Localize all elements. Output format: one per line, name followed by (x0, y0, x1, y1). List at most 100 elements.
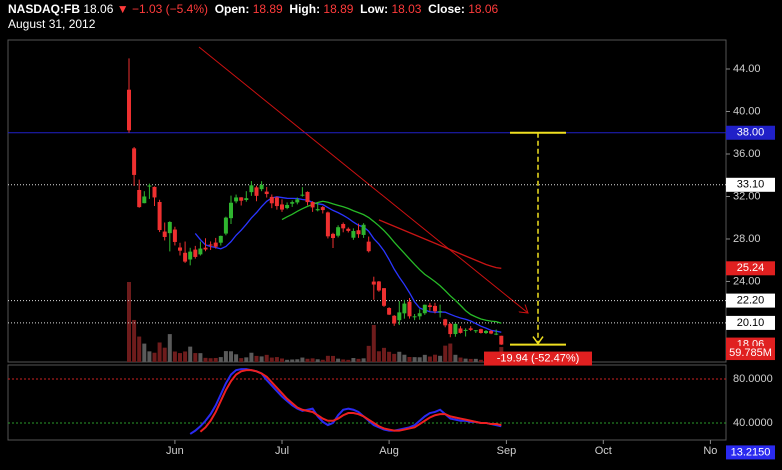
candle-body (407, 301, 412, 317)
field-name: Low: (360, 2, 389, 16)
candle-body (392, 315, 397, 324)
measure-label: -19.94 (-52.47%) (497, 352, 580, 364)
reference-label-box (726, 315, 775, 330)
candle-body (234, 197, 239, 202)
candle-body (295, 199, 300, 203)
volume-bar (274, 357, 279, 362)
quote-line: NASDAQ:FB 18.06 ▼ −1.03 (−5.4%) Open: 18… (8, 2, 498, 17)
volume-bar (331, 355, 335, 362)
candle-body (147, 185, 152, 187)
volume-bar (172, 351, 177, 362)
candle-body (274, 197, 279, 207)
candle-body (218, 235, 223, 243)
candle-body (433, 305, 437, 312)
candle-body (244, 198, 249, 200)
volume-bar (346, 359, 351, 362)
candle-body (346, 228, 351, 231)
candle-body (315, 209, 320, 211)
volume-bar (422, 354, 427, 362)
volume-bar (234, 354, 239, 362)
x-tick-label: Aug (379, 445, 399, 457)
volume-bar (325, 355, 330, 362)
candle-body (157, 202, 162, 231)
candle-body (203, 247, 208, 250)
volume-bar (259, 356, 264, 362)
volume-bar (147, 351, 152, 362)
stoch-line (189, 368, 502, 435)
candle-body (463, 329, 468, 331)
volume-bar (371, 325, 376, 362)
stoch-label: 13.2150 (731, 446, 771, 458)
candle-body (127, 89, 131, 131)
lower-panel (7, 364, 727, 441)
candle-body (183, 252, 188, 262)
y-tick-label: 28.00 (733, 233, 761, 245)
volume-bar (269, 357, 274, 362)
candle-body (162, 231, 167, 237)
volume-bar (198, 353, 203, 362)
volume-bar (341, 359, 346, 362)
volume-bar (443, 345, 448, 362)
volume-bar (361, 358, 366, 362)
main-panel (7, 39, 727, 363)
volume-bar (407, 357, 412, 362)
volume-bar (376, 351, 381, 362)
y-tick-label: 40.00 (733, 105, 761, 117)
field-value: 18.03 (391, 2, 422, 16)
volume-bar (458, 357, 463, 362)
price-label-box (726, 261, 775, 276)
candle-body (402, 303, 407, 314)
volume-bar (412, 357, 417, 362)
candle-body (208, 244, 213, 246)
volume-bar (213, 357, 218, 362)
change: −1.03 (−5.4%) (131, 2, 209, 16)
candle-body (453, 323, 458, 335)
volume-bar (264, 354, 269, 362)
volume-bar (203, 357, 208, 362)
candle-body (249, 185, 254, 193)
volume-layer (127, 282, 504, 362)
date: August 31, 2012 (8, 17, 96, 31)
volume-bar (188, 346, 193, 362)
volume-bar (320, 359, 325, 362)
reference-label: 22.20 (737, 295, 765, 307)
y-tick-label: 36.00 (733, 148, 761, 160)
moving-average (194, 196, 502, 333)
symbol: NASDAQ:FB (8, 2, 80, 16)
field-name: Close: (428, 2, 465, 16)
volume-bar (463, 358, 468, 362)
candle-body (223, 217, 228, 234)
volume-bar (402, 354, 407, 362)
reference-label-box (726, 293, 775, 308)
candle-body (152, 186, 157, 198)
price-label: 25.24 (737, 262, 765, 274)
volume-bar (142, 343, 147, 362)
candle-body (371, 281, 376, 285)
y-tick-label: 44.00 (733, 63, 761, 75)
volume-bar (208, 358, 213, 362)
candle-body (478, 329, 483, 333)
candle-body (198, 248, 203, 255)
candle-body (468, 328, 473, 330)
volume-bar (387, 351, 392, 362)
candle-body (458, 328, 463, 333)
volume-bar (254, 355, 259, 362)
volume-bar (336, 358, 341, 362)
measure-arrow (532, 336, 544, 345)
candle-body (356, 230, 361, 235)
candle-body (499, 335, 504, 345)
candle-body (137, 190, 142, 208)
stoch-tick-label: 80.0000 (733, 373, 773, 385)
candle-body (448, 323, 453, 335)
volume-bar (157, 342, 162, 362)
volume-bar (473, 358, 478, 362)
volume-bar (178, 353, 182, 362)
volume-bar (223, 351, 228, 362)
volume-bar (132, 319, 137, 362)
candle-body (213, 242, 218, 247)
reference-label-box (726, 177, 775, 192)
down-arrow: ▼ (116, 2, 129, 16)
candle-body (376, 281, 381, 291)
